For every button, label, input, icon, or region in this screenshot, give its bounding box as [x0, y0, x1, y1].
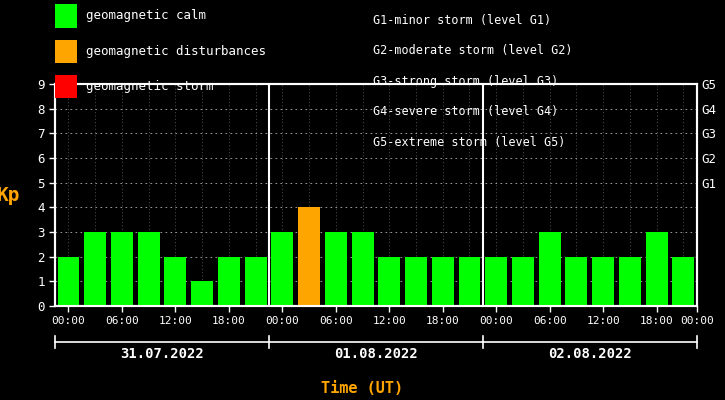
Bar — [672, 257, 695, 306]
Bar — [432, 257, 454, 306]
Text: G1-minor storm (level G1): G1-minor storm (level G1) — [373, 14, 552, 27]
Bar — [485, 257, 508, 306]
Text: 02.08.2022: 02.08.2022 — [548, 347, 631, 361]
Text: geomagnetic storm: geomagnetic storm — [86, 80, 213, 93]
Bar — [539, 232, 560, 306]
Bar — [512, 257, 534, 306]
Text: geomagnetic calm: geomagnetic calm — [86, 10, 206, 22]
Bar — [352, 232, 373, 306]
Text: G5-extreme storm (level G5): G5-extreme storm (level G5) — [373, 136, 566, 148]
Bar — [405, 257, 427, 306]
Bar — [57, 257, 80, 306]
Bar — [378, 257, 400, 306]
Text: 01.08.2022: 01.08.2022 — [334, 347, 418, 361]
Bar — [84, 232, 106, 306]
Bar — [191, 281, 213, 306]
Bar — [592, 257, 614, 306]
Bar — [138, 232, 160, 306]
Text: Time (UT): Time (UT) — [321, 381, 404, 396]
Bar — [298, 207, 320, 306]
Text: G4-severe storm (level G4): G4-severe storm (level G4) — [373, 105, 559, 118]
Bar — [165, 257, 186, 306]
Text: Kp: Kp — [0, 186, 20, 204]
Bar — [218, 257, 240, 306]
Text: 31.07.2022: 31.07.2022 — [120, 347, 204, 361]
Bar — [271, 232, 294, 306]
Bar — [566, 257, 587, 306]
Bar — [646, 232, 668, 306]
Bar — [619, 257, 641, 306]
Bar — [244, 257, 267, 306]
Bar — [111, 232, 133, 306]
Bar — [458, 257, 481, 306]
Text: G2-moderate storm (level G2): G2-moderate storm (level G2) — [373, 44, 573, 57]
Text: G3-strong storm (level G3): G3-strong storm (level G3) — [373, 75, 559, 88]
Bar — [325, 232, 347, 306]
Text: geomagnetic disturbances: geomagnetic disturbances — [86, 45, 265, 58]
